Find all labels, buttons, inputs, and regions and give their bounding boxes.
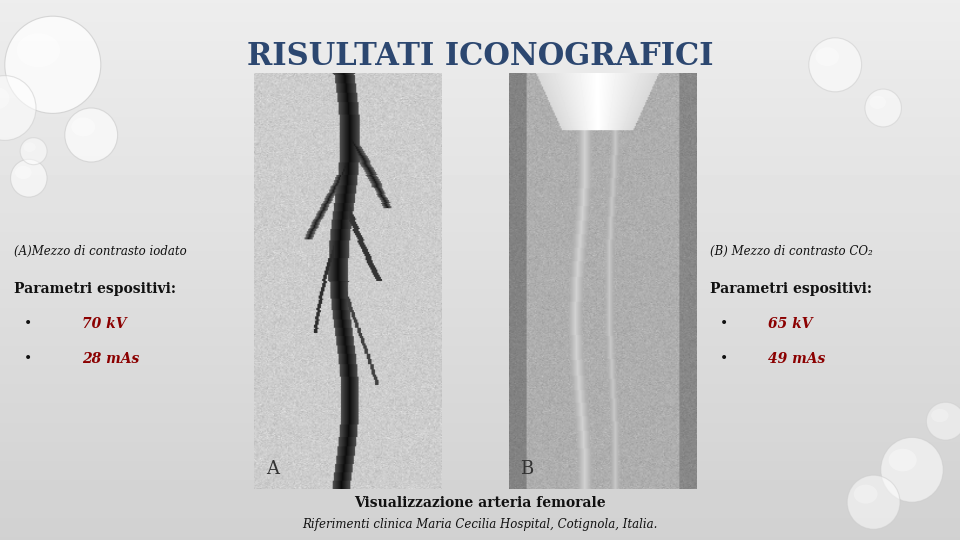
Ellipse shape (865, 89, 901, 127)
Ellipse shape (24, 143, 36, 152)
Ellipse shape (931, 409, 948, 422)
Ellipse shape (0, 76, 36, 140)
Ellipse shape (889, 449, 917, 471)
Ellipse shape (870, 96, 886, 109)
Text: •: • (720, 317, 729, 331)
Text: Visualizzazione arteria femorale: Visualizzazione arteria femorale (354, 496, 606, 510)
Text: 49 mAs: 49 mAs (768, 352, 826, 366)
Ellipse shape (815, 47, 839, 66)
Text: Riferimenti clinica Maria Cecilia Hospital, Cotignola, Italia.: Riferimenti clinica Maria Cecilia Hospit… (302, 518, 658, 531)
Text: 65 kV: 65 kV (768, 317, 812, 331)
Ellipse shape (848, 475, 900, 529)
Text: A: A (266, 460, 278, 478)
Ellipse shape (853, 485, 877, 503)
Text: Parametri espositivi:: Parametri espositivi: (710, 282, 873, 296)
Ellipse shape (71, 117, 95, 136)
Ellipse shape (65, 108, 118, 162)
Text: Parametri espositivi:: Parametri espositivi: (14, 282, 177, 296)
Text: •: • (720, 352, 729, 366)
Ellipse shape (16, 33, 60, 68)
Ellipse shape (808, 38, 862, 92)
Text: 70 kV: 70 kV (82, 317, 126, 331)
Text: (A)Mezzo di contrasto iodato: (A)Mezzo di contrasto iodato (14, 245, 187, 258)
Text: •: • (24, 317, 33, 331)
Ellipse shape (926, 402, 960, 440)
Text: 28 mAs: 28 mAs (82, 352, 139, 366)
Text: RISULTATI ICONOGRAFICI: RISULTATI ICONOGRAFICI (247, 41, 713, 72)
Ellipse shape (881, 437, 943, 502)
Ellipse shape (0, 87, 10, 110)
Ellipse shape (11, 159, 47, 197)
Text: (B) Mezzo di contrasto CO₂: (B) Mezzo di contrasto CO₂ (710, 245, 874, 258)
Text: •: • (24, 352, 33, 366)
Ellipse shape (20, 138, 47, 165)
Text: B: B (520, 460, 534, 478)
Ellipse shape (5, 16, 101, 113)
Ellipse shape (15, 166, 32, 179)
